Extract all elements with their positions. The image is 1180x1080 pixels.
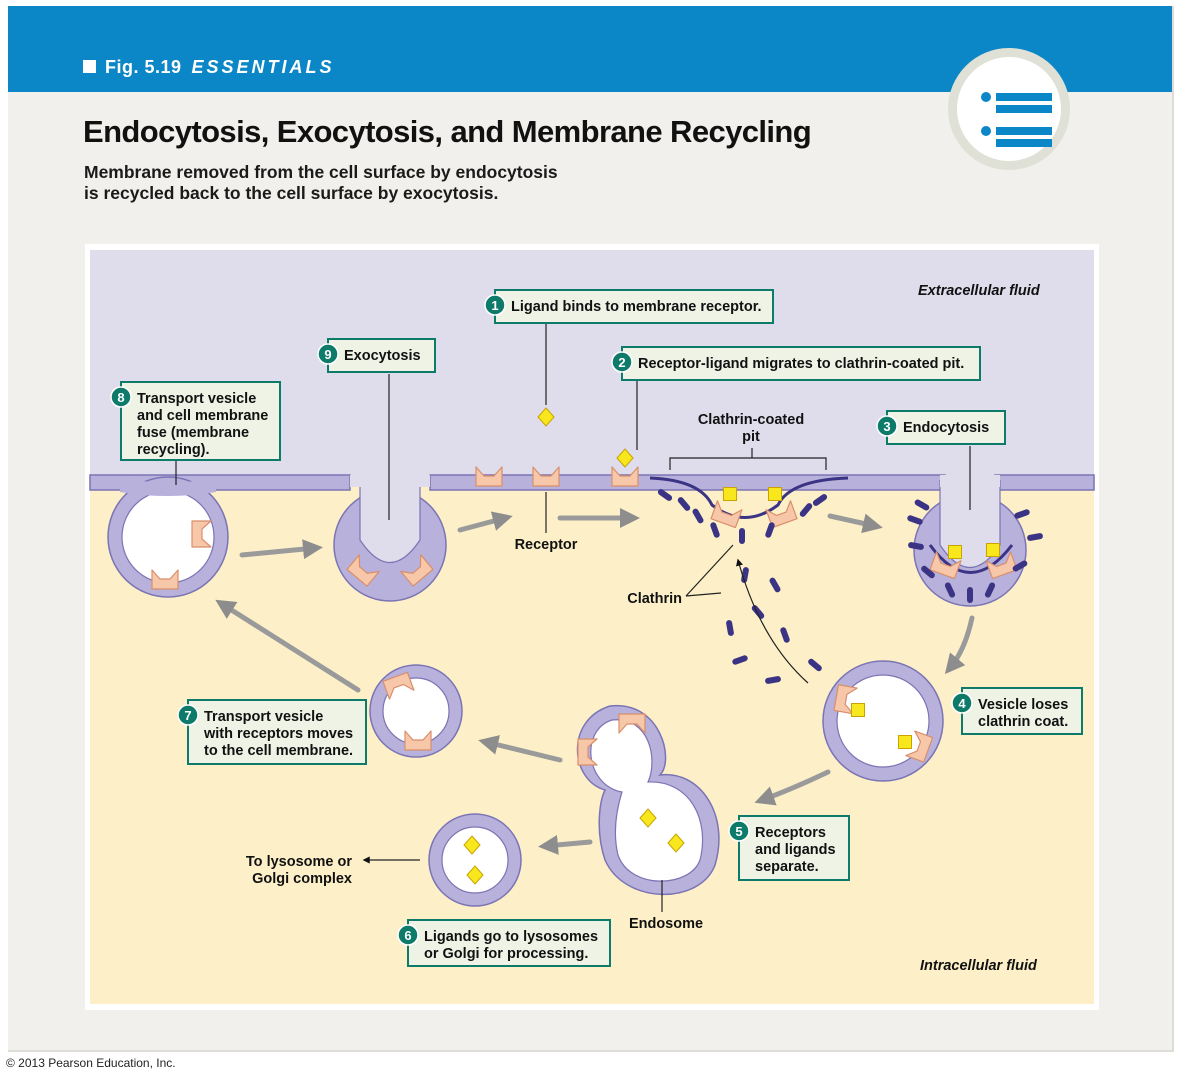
endosome — [576, 705, 720, 896]
receptor-transport-vesicle — [369, 664, 463, 758]
step-8-badge — [110, 386, 132, 408]
step-4-box — [961, 687, 1083, 735]
copyright-notice: © 2013 Pearson Education, Inc. — [6, 1056, 176, 1070]
step-9-callout: 9 Exocytosis — [317, 338, 436, 373]
step-4-text-line: Vesicle loses — [978, 697, 1068, 713]
step-2-callout: 2 Receptor-ligand migrates to clathrin-co… — [611, 346, 981, 381]
receptor-label: Receptor — [515, 537, 578, 553]
subtitle-line-1: Membrane removed from the cell surface b… — [84, 162, 558, 182]
step-5-number: 5 — [735, 824, 742, 839]
leader-lines — [175, 322, 971, 912]
step-6-number: 6 — [404, 928, 411, 943]
step-8-text-line: and cell membrane — [137, 408, 268, 424]
step-7-number: 7 — [184, 708, 191, 723]
step-5-badge — [728, 820, 750, 842]
step-6-badge — [397, 924, 419, 946]
step-2-box — [621, 346, 981, 381]
step-6-text-line: or Golgi for processing. — [424, 946, 588, 962]
step-3-callout: 3 Endocytosis — [876, 410, 1006, 445]
step-4-number: 4 — [958, 696, 966, 711]
essentials-tag: ESSENTIALS — [191, 57, 335, 77]
to-lysosome-label-1: To lysosome or — [246, 854, 352, 870]
endosome-label: Endosome — [629, 916, 703, 932]
endocytosis-diagram: Extracellular fluid Intracellular fluid … — [89, 250, 1095, 1004]
step-4-text-line: clathrin coat. — [978, 714, 1068, 730]
step-4-badge — [951, 692, 973, 714]
square-bullet-icon — [83, 60, 96, 73]
clathrin-label: Clathrin — [627, 591, 682, 607]
step-2-badge — [611, 351, 633, 373]
step-7-text-line: to the cell membrane. — [204, 743, 353, 759]
step-8-box — [120, 381, 281, 461]
step-7-text-line: Transport vesicle — [204, 709, 323, 725]
intracellular-label: Intracellular fluid — [920, 958, 1038, 974]
page-subtitle: Membrane removed from the cell surface b… — [84, 162, 644, 204]
step-8-text-line: Transport vesicle — [137, 391, 256, 407]
step-5-box — [738, 815, 850, 881]
step-7-box — [187, 699, 367, 765]
figure-number: Fig. 5.19 — [105, 57, 182, 77]
step-callouts: 1 Ligand binds to membrane receptor. 2 Rece… — [110, 289, 1083, 967]
step-1-text-line: Ligand binds to membrane receptor. — [511, 299, 762, 315]
uncoated-vesicle — [822, 660, 944, 782]
menu-button[interactable] — [948, 48, 1070, 170]
step-5-text-line: separate. — [755, 859, 819, 875]
ligand-vesicle — [428, 813, 522, 907]
page-title: Endocytosis, Exocytosis, and Membrane Re… — [83, 114, 812, 149]
step-7-badge — [177, 704, 199, 726]
step-1-badge — [484, 294, 506, 316]
step-9-text-line: Exocytosis — [344, 348, 421, 364]
step-8-number: 8 — [117, 390, 124, 405]
step-9-badge — [317, 343, 339, 365]
step-6-box — [407, 919, 611, 967]
process-arrows — [215, 508, 975, 855]
list-menu-icon — [957, 57, 1061, 161]
step-3-text-line: Endocytosis — [903, 420, 989, 436]
step-2-number: 2 — [618, 355, 625, 370]
step-7-text-line: with receptors moves — [203, 726, 353, 742]
subtitle-line-2: is recycled back to the cell surface by … — [84, 183, 499, 203]
step-8-text-line: recycling). — [137, 442, 210, 458]
step-3-badge — [876, 415, 898, 437]
clathrin-pit-label-1: Clathrin-coated — [698, 412, 804, 428]
step-3-number: 3 — [883, 419, 890, 434]
extracellular-label: Extracellular fluid — [918, 283, 1041, 299]
cell-membrane — [89, 474, 1095, 607]
step-1-box — [494, 289, 774, 324]
step-6-text-line: Ligands go to lysosomes — [424, 929, 598, 945]
to-lysosome-label-2: Golgi complex — [252, 871, 352, 887]
figure-label: Fig. 5.19 ESSENTIALS — [83, 57, 335, 78]
step-2-text-line: Receptor-ligand migrates to clathrin-coa… — [638, 356, 964, 372]
step-9-box — [327, 338, 436, 373]
diagram-frame: Extracellular fluid Intracellular fluid … — [85, 244, 1099, 1010]
clathrin-coat — [657, 489, 1043, 684]
step-9-number: 9 — [324, 347, 331, 362]
step-5-text-line: Receptors — [755, 825, 826, 841]
step-5-text-line: and ligands — [755, 842, 836, 858]
step-1-callout: 1 Ligand binds to membrane receptor. — [484, 289, 774, 324]
step-8-text-line: fuse (membrane — [137, 425, 249, 441]
step-1-number: 1 — [491, 298, 498, 313]
clathrin-pit-label-2: pit — [742, 429, 760, 445]
